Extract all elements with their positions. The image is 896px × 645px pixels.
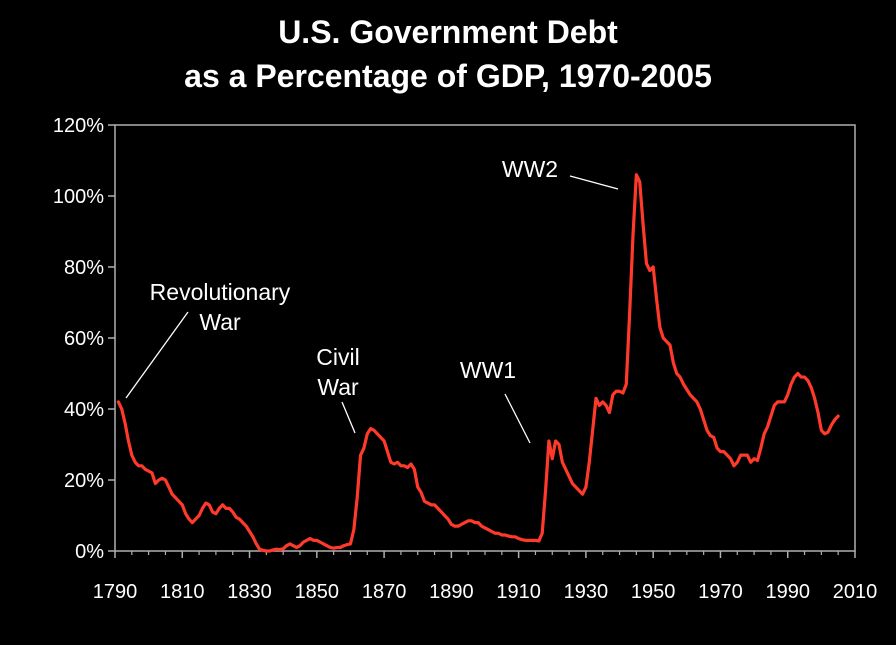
annotations: Revolutionary War Civil War WW1 WW2	[125, 156, 619, 444]
y-tick-label: 100%	[53, 186, 104, 208]
x-tick-label: 2010	[833, 581, 878, 603]
x-tick-label: 1950	[631, 581, 676, 603]
chart-title: U.S. Government Debt	[278, 14, 618, 50]
x-tick-label: 1850	[295, 581, 340, 603]
x-tick-label: 1810	[160, 581, 205, 603]
y-tick-label: 80%	[64, 257, 104, 279]
annotation-leader-line	[504, 393, 531, 444]
chart-subtitle: as a Percentage of GDP, 1970-2005	[184, 58, 712, 94]
x-tick-label: 1910	[496, 581, 541, 603]
x-tick-label: 1830	[227, 581, 272, 603]
x-tick-label: 1990	[765, 581, 810, 603]
annotation-label: Revolutionary	[150, 279, 291, 305]
y-axis: 0% 20% 40% 60% 80% 100% 120%	[53, 115, 115, 563]
annotation-label: WW1	[460, 357, 516, 383]
series-group	[116, 173, 840, 553]
annotation-leader-line	[125, 311, 189, 399]
y-tick-label: 60%	[64, 328, 104, 350]
annotation-leader-line	[341, 401, 356, 434]
plot-area-frame	[114, 124, 856, 552]
x-tick-label: 1870	[362, 581, 407, 603]
annotation-label: WW2	[502, 156, 558, 182]
y-tick-label: 0%	[75, 541, 104, 563]
x-tick-label: 1930	[564, 581, 609, 603]
debt-series-line	[116, 173, 840, 553]
y-tick-label: 120%	[53, 115, 104, 137]
y-tick-label: 40%	[64, 399, 104, 421]
annotation-label: War	[199, 309, 241, 335]
annotation-label: War	[317, 374, 359, 400]
y-tick-label: 20%	[64, 470, 104, 492]
annotation-label: Civil	[316, 344, 359, 370]
x-tick-label: 1970	[698, 581, 743, 603]
annotation-leader-line	[569, 175, 619, 190]
x-tick-label: 1890	[429, 581, 474, 603]
x-axis: 1790 1810 1830 1850 1870 1890 1910 1930 1950 1970…	[93, 551, 878, 603]
x-tick-label: 1790	[93, 581, 138, 603]
